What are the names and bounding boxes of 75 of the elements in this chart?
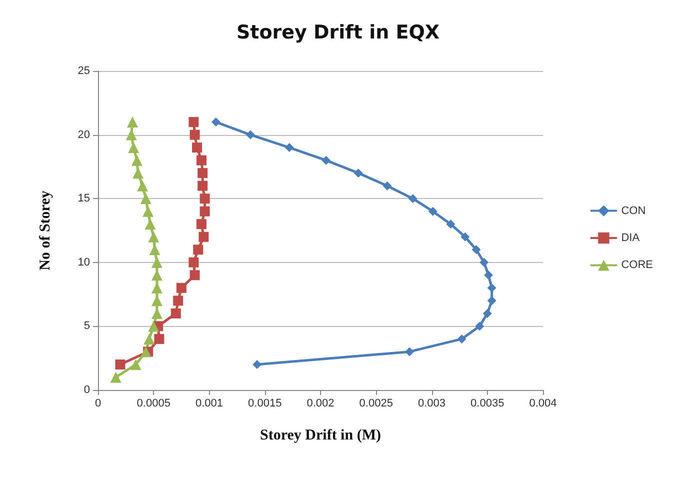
point [148,320,160,332]
point [110,372,122,383]
y-tick-label: 10 [78,256,90,268]
point [142,206,154,217]
x-tick-label: 0.001 [195,398,224,410]
point [354,168,363,178]
point [193,244,204,255]
y-tick-label: 20 [78,128,90,141]
point [211,118,220,127]
legend-label: DIA [621,232,640,244]
point [144,218,156,230]
y-axis-title: No of Storey [38,190,54,270]
point [198,232,209,242]
x-tick-label: 0.0015 [248,398,282,410]
x-tick-label: 0.002 [306,398,334,410]
point [130,358,142,370]
point [200,206,210,216]
point [132,168,144,179]
x-tick-label: 0.0005 [136,398,170,410]
y-tick-label: 15 [78,192,90,205]
point [131,154,142,166]
x-tick-label: 0.0025 [359,398,393,410]
point [487,283,496,292]
point [196,219,206,230]
x-tick-label: 0.003 [418,398,446,410]
point [192,142,202,153]
point [148,231,160,242]
point [322,156,331,165]
chart-title: Storey Drift in EQX [236,22,440,44]
point [487,296,496,306]
point [188,117,199,128]
point [128,142,140,154]
point [284,143,294,152]
point [173,296,184,306]
point [154,334,164,344]
x-tick-label: 0.0035 [470,398,504,410]
point [137,180,148,192]
point [382,181,392,190]
point [252,360,262,369]
point [140,346,152,358]
point [405,347,414,356]
point [446,220,456,229]
point [140,193,152,204]
point [115,359,126,370]
point [475,322,484,331]
point [428,206,438,216]
point [149,244,160,256]
x-axis-title: Storey Drift in (M) [260,428,381,444]
point [480,258,489,267]
point [200,194,210,204]
y-tick-label: 5 [84,320,90,332]
point [126,116,138,128]
point [144,333,155,344]
point [151,256,162,268]
point [170,308,181,318]
point [460,232,470,242]
y-tick-label: 25 [78,65,90,77]
legend-label: CORE [621,259,653,272]
point [408,194,418,204]
point [196,155,206,166]
point [457,334,466,344]
point [190,130,200,140]
y-tick-label: 0 [84,384,90,396]
point [482,308,492,318]
point [246,130,255,140]
point [198,180,208,191]
point [472,245,481,254]
point [188,257,199,268]
x-tick-label: 0.004 [529,398,557,410]
point [198,168,208,178]
point [484,270,493,280]
x-tick-label: 0 [94,398,102,410]
point [190,270,200,280]
legend-label: CON [621,204,646,217]
point [176,282,186,293]
